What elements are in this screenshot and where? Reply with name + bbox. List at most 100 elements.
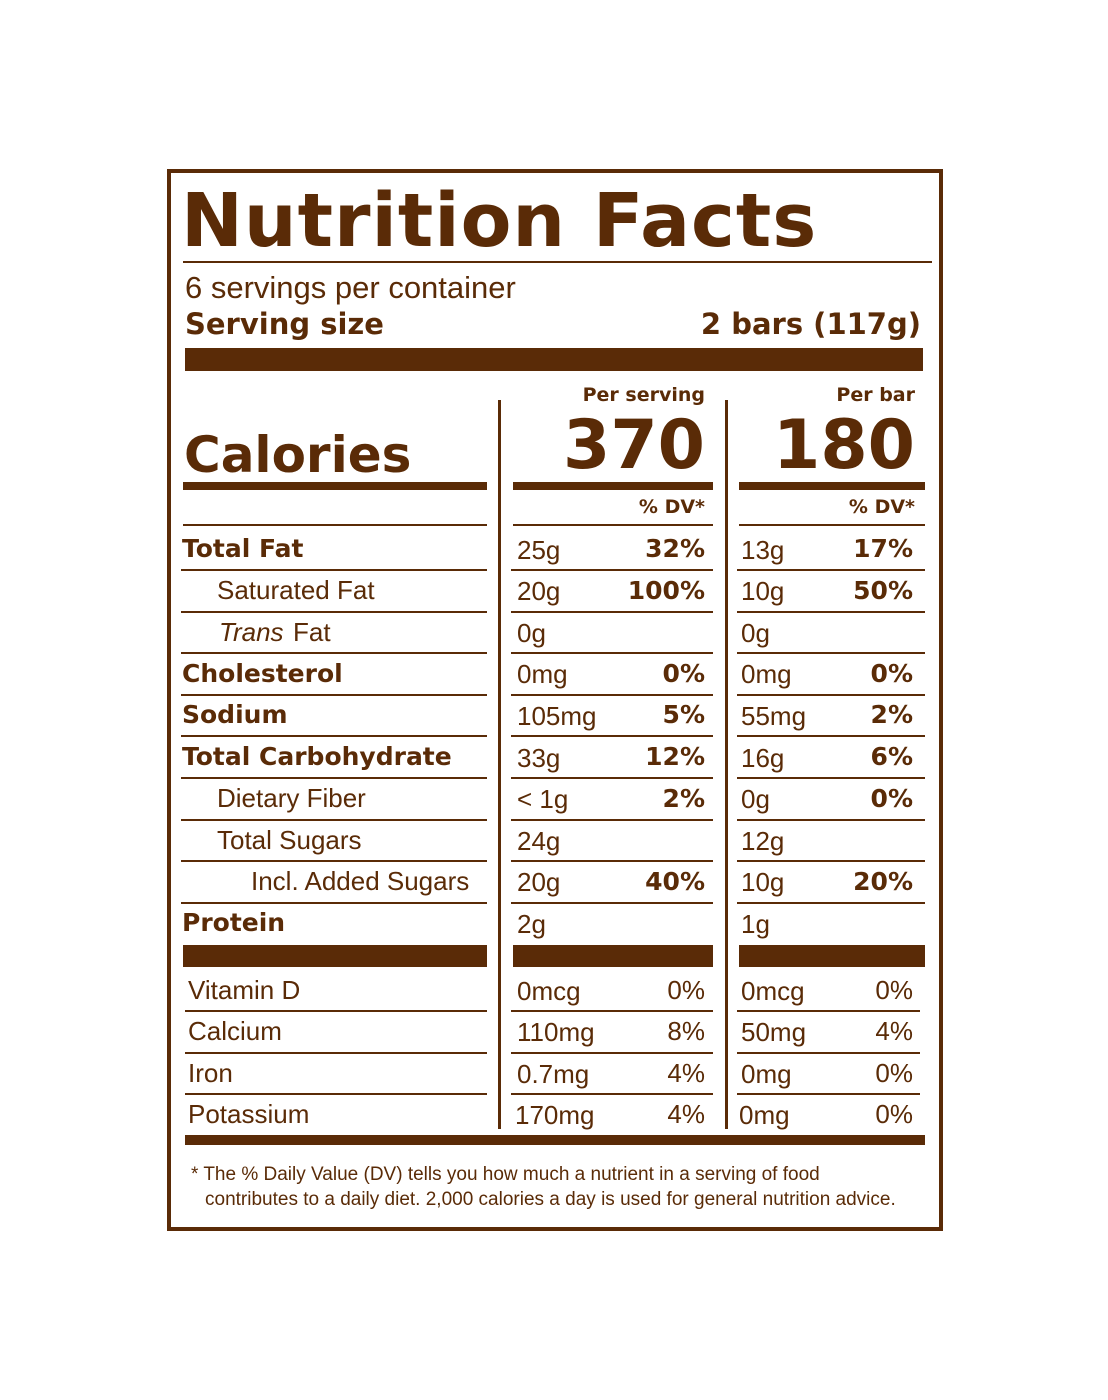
column-divider <box>725 400 728 1129</box>
row-rule <box>511 777 713 779</box>
nutrient-amount: 33g <box>517 742 561 773</box>
vitamin-dv: 8% <box>667 1016 705 1046</box>
nutrient-dv: 0% <box>870 658 913 688</box>
vitamin-name: Iron <box>188 1057 233 1088</box>
column-divider <box>498 400 501 1129</box>
row-rule <box>511 610 713 613</box>
calories-rule <box>739 482 925 490</box>
vitamin-amount: 110mg <box>517 1017 595 1047</box>
nutrient-amount: 0mg <box>517 659 568 690</box>
row-rule <box>181 735 487 738</box>
vitamin-dv: 0% <box>875 1057 913 1088</box>
nutrient-amount: 24g <box>517 825 561 856</box>
nutrient-dv: 32% <box>645 534 705 563</box>
nutrient-amount: 10g <box>741 576 785 607</box>
column-header: Per bar <box>836 383 915 406</box>
nutrient-amount: 1g <box>741 908 770 939</box>
title: Nutrition Facts <box>181 177 818 264</box>
dv-header: % DV* <box>848 495 915 518</box>
thin-rule <box>739 524 925 526</box>
nutrient-amount: 0g <box>517 617 546 648</box>
row-rule <box>511 860 713 863</box>
row-rule <box>737 818 925 821</box>
row-rule <box>511 1051 713 1054</box>
thick-rule <box>185 1135 925 1145</box>
nutrient-name: Sodium <box>182 700 288 730</box>
nutrient-name: Total Carbohydrate <box>182 742 452 771</box>
row-rule <box>737 1093 920 1095</box>
row-rule <box>737 901 925 904</box>
nutrient-name: Protein <box>182 908 286 938</box>
row-rule <box>737 652 925 655</box>
footnote: * The % Daily Value (DV) tells you how m… <box>191 1163 820 1185</box>
dv-header: % DV* <box>638 495 705 518</box>
nutrient-amount: 0g <box>741 784 770 815</box>
row-rule <box>737 860 925 863</box>
nutrient-dv: 2% <box>870 700 913 730</box>
vitamin-name: Vitamin D <box>188 974 301 1005</box>
row-rule <box>511 735 713 738</box>
vitamin-amount: 0.7mg <box>517 1058 590 1089</box>
serving-size-value: 2 bars (117g) <box>700 306 921 341</box>
nutrient-name: Dietary Fiber <box>217 783 366 814</box>
row-rule <box>181 777 487 779</box>
nutrient-name-prefix: Trans <box>219 616 284 647</box>
vitamin-dv: 4% <box>667 1057 705 1088</box>
thin-rule <box>513 524 713 526</box>
row-rule <box>511 1010 713 1012</box>
calories-rule <box>513 482 713 490</box>
row-rule <box>181 693 487 696</box>
thick-rule <box>185 348 923 371</box>
nutrient-dv: 6% <box>870 742 913 771</box>
row-rule <box>511 818 713 821</box>
nutrient-amount: 10g <box>741 867 785 898</box>
vitamin-dv: 4% <box>667 1099 705 1129</box>
servings: 6 servings per container <box>185 269 516 305</box>
nutrient-amount: 105mg <box>517 700 597 731</box>
row-rule <box>181 860 487 863</box>
nutrient-amount: 20g <box>517 576 561 607</box>
nutrient-amount: 0mg <box>741 659 792 690</box>
row-rule <box>511 569 713 571</box>
row-rule <box>737 610 925 613</box>
nutrient-amount: 0g <box>741 617 770 648</box>
vitamin-name: Potassium <box>188 1099 310 1129</box>
thick-rule <box>183 945 487 967</box>
nutrient-amount: 2g <box>517 908 546 939</box>
nutrient-dv: 20% <box>853 866 913 896</box>
vitamin-amount: 0mg <box>741 1058 792 1089</box>
nutrient-name: Incl. Added Sugars <box>251 866 470 897</box>
row-rule <box>737 1010 920 1012</box>
label-border <box>167 169 943 1231</box>
vitamin-amount: 50mg <box>741 1017 807 1047</box>
thick-rule <box>739 945 925 967</box>
calories-label: Calories <box>184 426 412 484</box>
row-rule <box>511 652 713 655</box>
nutrient-dv: 100% <box>627 575 705 605</box>
nutrient-dv: 5% <box>662 700 705 730</box>
calories-value: 180 <box>773 406 915 485</box>
vitamin-amount: 0mcg <box>517 975 581 1006</box>
row-rule <box>185 1093 487 1095</box>
calories-value: 370 <box>563 406 705 485</box>
row-rule <box>511 693 713 696</box>
row-rule <box>737 693 925 696</box>
nutrient-dv: 0% <box>870 783 913 813</box>
row-rule <box>181 818 487 821</box>
vitamin-amount: 170mg <box>515 1100 595 1130</box>
nutrient-name: Cholesterol <box>182 658 343 688</box>
nutrient-dv: 2% <box>662 783 705 813</box>
nutrient-name: Total Fat <box>182 534 304 563</box>
nutrient-amount: 55mg <box>741 700 807 731</box>
nutrient-amount: 16g <box>741 742 785 773</box>
nutrient-name: Saturated Fat <box>217 575 375 606</box>
nutrient-amount: 13g <box>741 534 785 565</box>
vitamin-dv: 0% <box>875 1099 913 1129</box>
row-rule <box>737 569 925 571</box>
vitamin-dv: 0% <box>875 974 913 1005</box>
nutrient-name: Fat <box>293 616 331 647</box>
row-rule <box>181 901 487 904</box>
nutrient-dv: 50% <box>853 575 913 605</box>
vitamin-dv: 0% <box>667 974 705 1005</box>
